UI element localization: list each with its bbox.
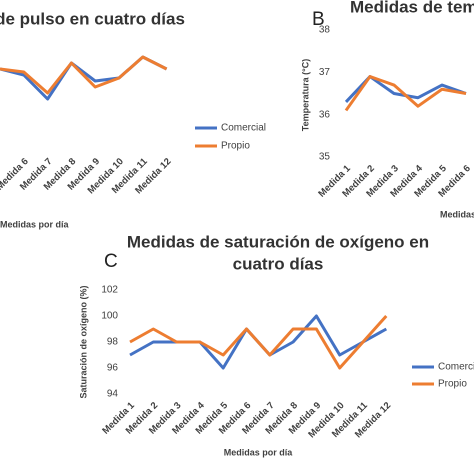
chart-title: Medidas de tem xyxy=(350,0,474,16)
y-tick-label: 37 xyxy=(319,67,331,78)
data-line xyxy=(344,75,467,112)
x-axis-title: Medidas por día xyxy=(224,447,294,457)
y-tick-label: 102 xyxy=(101,285,118,296)
y-tick-label: 98 xyxy=(107,337,119,348)
y-tick-label: 36 xyxy=(319,109,331,120)
legend-label: Comercial xyxy=(221,123,266,134)
y-tick-label: 94 xyxy=(107,389,119,400)
legend-label: Propio xyxy=(438,379,467,390)
panel-label: C xyxy=(104,251,118,272)
y-tick-label: 38 xyxy=(319,25,331,36)
chart-title: de pulso en cuatro días xyxy=(0,9,185,28)
data-line xyxy=(0,55,168,95)
legend-label: Comercial xyxy=(438,362,474,373)
panel-label: B xyxy=(312,9,325,30)
y-axis-title: Saturación de oxígeno (%) xyxy=(78,285,88,398)
x-axis-title: Medidas xyxy=(440,209,474,219)
x-axis-title: Medidas por día xyxy=(0,219,70,229)
y-tick-label: 100 xyxy=(101,311,118,322)
y-tick-label: 35 xyxy=(319,152,331,163)
chart-title: cuatro días xyxy=(233,254,324,273)
y-tick-label: 96 xyxy=(107,363,119,374)
legend-label: Propio xyxy=(221,141,250,152)
data-line xyxy=(0,55,168,101)
y-axis-title: Temperatura (°C) xyxy=(300,59,310,131)
data-line xyxy=(129,314,388,370)
chart-title: Medidas de saturación de oxígeno en xyxy=(127,232,429,251)
